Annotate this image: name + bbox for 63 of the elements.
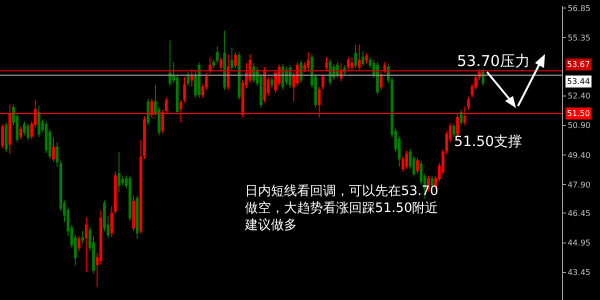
candlestick — [234, 52, 237, 69]
candlestick — [346, 56, 350, 71]
candlestick — [354, 44, 358, 69]
y-tick-label: 49.40 — [568, 150, 591, 160]
y-tick-label: 50.90 — [568, 121, 591, 130]
candlestick — [306, 52, 310, 71]
candlestick — [81, 230, 84, 244]
candlestick — [146, 98, 150, 126]
candlestick — [56, 142, 59, 168]
candlestick — [230, 46, 234, 71]
candlestick — [52, 136, 55, 162]
candlestick — [78, 235, 80, 252]
candlestick — [416, 157, 419, 174]
candlestick — [118, 152, 120, 193]
annotation: 51.50支撑 — [454, 134, 522, 150]
candlestick — [223, 30, 226, 90]
y-tick-label: 44.95 — [568, 238, 591, 248]
y-tick-label: 46.45 — [568, 208, 591, 218]
candlestick — [110, 206, 114, 238]
candlestick — [263, 66, 266, 104]
candlestick — [114, 171, 117, 215]
candlestick — [128, 175, 132, 222]
y-tick-label: 55.35 — [568, 33, 591, 42]
ref-line-label: 51.50 — [567, 109, 590, 118]
ref-line-label: 53.67 — [567, 60, 590, 69]
candlestick — [168, 40, 172, 86]
candlestick — [19, 126, 22, 140]
candlestick — [4, 122, 8, 153]
candlestick — [23, 120, 26, 136]
candlestick — [84, 216, 88, 273]
candlestick — [1, 124, 4, 149]
ref-line-label: 53.44 — [567, 77, 590, 86]
candlestick — [325, 56, 328, 71]
candlestick — [402, 155, 404, 172]
candlestick — [362, 50, 364, 67]
candlestick — [270, 76, 274, 88]
candlestick — [482, 68, 484, 86]
candlestick — [452, 122, 456, 138]
y-tick-label: 52.40 — [568, 92, 591, 101]
candlestick — [38, 105, 40, 138]
candlestick — [405, 150, 408, 170]
candlestick — [383, 62, 386, 74]
candlestick — [212, 58, 216, 69]
candlestick — [380, 72, 382, 90]
candlestick — [216, 46, 219, 64]
candlestick — [26, 122, 30, 141]
candlestick — [350, 56, 354, 71]
candlestick — [365, 52, 368, 64]
candlestick — [220, 56, 222, 71]
candlestick — [136, 194, 139, 240]
candlestick — [208, 56, 212, 74]
candlestick — [460, 109, 463, 126]
y-tick-label: 56.85 — [568, 4, 591, 13]
candlestick — [132, 194, 135, 232]
candlestick — [190, 68, 194, 88]
annotation: 53.70压力 — [457, 52, 530, 70]
candlestick — [358, 44, 361, 71]
annotation: 日内短线看回调，可以先在53.70做空，大趋势看涨回踩51.50附近建议做多 — [244, 184, 438, 233]
y-tick-label: 47.90 — [568, 180, 591, 190]
candlestick — [376, 62, 379, 96]
candlestick — [321, 74, 324, 90]
candlestick — [226, 54, 230, 90]
y-tick-label: 43.45 — [568, 268, 591, 278]
